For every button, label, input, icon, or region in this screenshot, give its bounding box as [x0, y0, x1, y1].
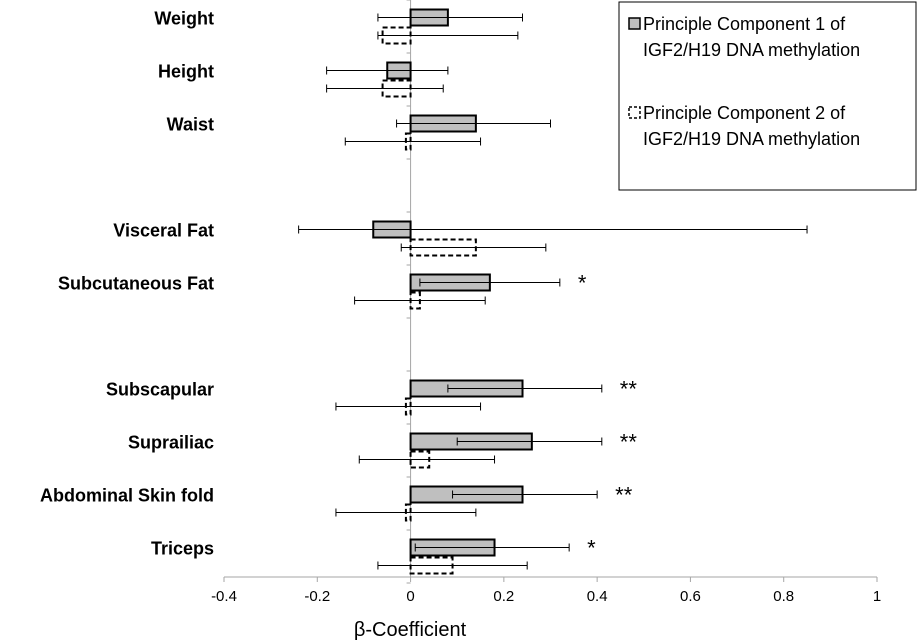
x-tick-label: 0.4 [587, 588, 608, 605]
category-label-triceps: Triceps [151, 539, 214, 559]
legend-label-pc1-line2: IGF2/H19 DNA methylation [643, 40, 860, 60]
x-tick-label: -0.4 [211, 588, 237, 605]
x-tick-label: 0.2 [493, 588, 514, 605]
category-label-waist: Waist [167, 115, 214, 135]
category-label-suprailiac: Suprailiac [128, 433, 214, 453]
plot-area: ******** [298, 0, 808, 584]
x-tick-label: -0.2 [304, 588, 330, 605]
significance-marker-abdominal-skin-fold: ** [615, 483, 633, 508]
x-tick-label: 1 [873, 588, 881, 605]
x-tick-label: 0.8 [773, 588, 794, 605]
x-axis-title: β-Coefficient [354, 619, 467, 641]
category-label-subscapular: Subscapular [106, 380, 214, 400]
category-label-subcutaneous-fat: Subcutaneous Fat [58, 274, 214, 294]
significance-marker-triceps: * [587, 536, 596, 561]
legend-label-pc2-line1: Principle Component 2 of [643, 103, 846, 123]
significance-marker-subcutaneous-fat: * [578, 271, 587, 296]
legend: Principle Component 1 of IGF2/H19 DNA me… [618, 1, 917, 191]
significance-marker-suprailiac: ** [620, 430, 638, 455]
x-tick-label: 0 [406, 588, 414, 605]
x-tick-label: 0.6 [680, 588, 701, 605]
significance-marker-subscapular: ** [620, 377, 638, 402]
x-axis: -0.4 -0.2 0 0.2 0.4 0.6 0.8 1 [211, 576, 881, 605]
legend-swatch-pc1 [628, 17, 641, 30]
category-label-weight: Weight [154, 9, 214, 29]
category-label-height: Height [158, 62, 214, 82]
legend-swatch-pc2 [628, 106, 641, 119]
legend-label-pc1-line1: Principle Component 1 of [643, 14, 846, 34]
category-labels: Weight Height Waist Visceral Fat Subcutaneou… [40, 9, 214, 559]
legend-box [618, 1, 917, 191]
category-label-visceral-fat: Visceral Fat [113, 221, 214, 241]
legend-label-pc2-line2: IGF2/H19 DNA methylation [643, 129, 860, 149]
category-label-abdominal-skin-fold: Abdominal Skin fold [40, 486, 214, 506]
